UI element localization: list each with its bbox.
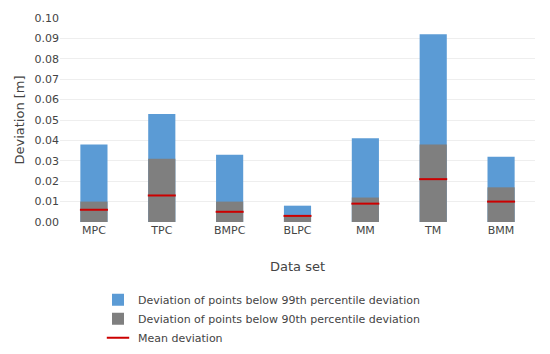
svg-text:0.04: 0.04 [35, 134, 60, 147]
svg-text:BMPC: BMPC [214, 224, 246, 237]
svg-text:Deviation of points below 90th: Deviation of points below 90th percentil… [138, 313, 420, 326]
svg-text:0.09: 0.09 [35, 32, 60, 45]
svg-text:0.08: 0.08 [35, 53, 60, 66]
svg-text:0.03: 0.03 [35, 155, 60, 168]
svg-text:BMM: BMM [488, 224, 515, 237]
svg-text:Deviation of points below 99th: Deviation of points below 99th percentil… [138, 294, 420, 307]
svg-text:MM: MM [356, 224, 375, 237]
svg-text:Mean deviation: Mean deviation [138, 332, 223, 345]
svg-text:0.06: 0.06 [35, 93, 60, 106]
svg-text:0.05: 0.05 [35, 114, 60, 127]
svg-text:TPC: TPC [150, 224, 172, 237]
svg-text:0.10: 0.10 [35, 12, 60, 25]
svg-text:0.01: 0.01 [35, 195, 60, 208]
svg-text:0.00: 0.00 [35, 216, 60, 229]
svg-text:TM: TM [424, 224, 441, 237]
svg-text:BLPC: BLPC [284, 224, 312, 237]
svg-text:Deviation [m]: Deviation [m] [12, 75, 27, 164]
svg-text:Data set: Data set [270, 259, 325, 274]
svg-text:0.07: 0.07 [35, 73, 60, 86]
svg-text:MPC: MPC [82, 224, 106, 237]
svg-text:0.02: 0.02 [35, 175, 60, 188]
